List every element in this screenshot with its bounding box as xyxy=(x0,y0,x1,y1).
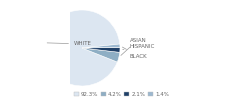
Wedge shape xyxy=(82,48,120,62)
Text: WHITE: WHITE xyxy=(47,42,92,47)
Wedge shape xyxy=(82,44,120,48)
Wedge shape xyxy=(82,47,120,52)
Text: BLACK: BLACK xyxy=(122,47,147,58)
Text: HISPANIC: HISPANIC xyxy=(123,44,155,50)
Wedge shape xyxy=(44,10,120,86)
Text: ASIAN: ASIAN xyxy=(121,38,146,55)
Legend: 92.3%, 4.2%, 2.1%, 1.4%: 92.3%, 4.2%, 2.1%, 1.4% xyxy=(74,92,169,97)
